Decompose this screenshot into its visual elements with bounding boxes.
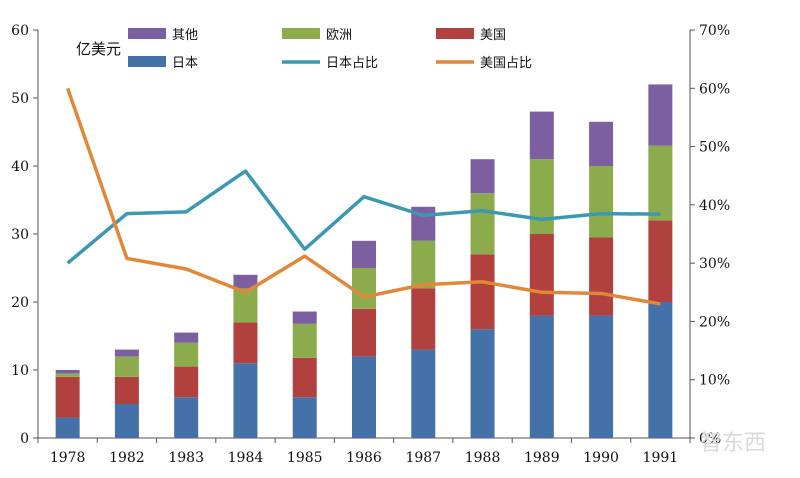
bar-segment-其他 (529, 111, 554, 160)
y2-tick-label: 40% (699, 198, 730, 214)
watermark-logo: 智东西 (700, 431, 766, 456)
legend-swatch (436, 28, 474, 39)
bar-segment-欧洲 (114, 356, 139, 377)
bar-segment-欧洲 (352, 268, 376, 309)
y-tick-label: 20 (11, 295, 29, 311)
legend-label: 美国 (480, 28, 506, 43)
legend-label: 美国占比 (480, 56, 532, 71)
y-tick-label: 10 (11, 363, 29, 379)
y2-tick-label: 10% (699, 373, 730, 389)
bar-segment-欧洲 (233, 288, 258, 323)
legend-swatch (128, 56, 166, 67)
bar-segment-欧洲 (55, 373, 80, 377)
bar-segment-日本 (292, 397, 317, 438)
bar-segment-日本 (233, 363, 258, 438)
y2-tick-label: 0% (699, 431, 721, 447)
bar-segment-其他 (292, 311, 317, 324)
y2-tick-label: 70% (699, 23, 730, 39)
legend-label: 日本占比 (326, 56, 378, 71)
x-tick-label: 1989 (524, 450, 560, 466)
x-tick-label: 1978 (50, 450, 86, 466)
bar-segment-其他 (352, 240, 376, 268)
bar-segment-其他 (174, 332, 199, 343)
y-tick-label: 50 (11, 91, 29, 107)
legend-label: 其他 (172, 28, 198, 43)
bar-segment-日本 (174, 397, 199, 438)
bar-segment-欧洲 (589, 166, 614, 238)
line-series-日本占比 (66, 169, 661, 265)
bar-segment-其他 (470, 159, 495, 194)
bar-segment-日本 (529, 315, 554, 438)
legend-swatch (282, 28, 320, 39)
y-tick-label: 60 (11, 23, 29, 39)
bar-segment-其他 (114, 349, 139, 357)
x-tick-label: 1984 (228, 450, 264, 466)
bar-segment-欧洲 (174, 342, 199, 367)
legend-swatch (128, 28, 166, 39)
bar-segment-欧洲 (648, 145, 673, 221)
bar-segment-美国 (589, 237, 614, 316)
bar-segment-美国 (292, 357, 317, 398)
y-tick-label: 0 (20, 431, 29, 447)
bar-segment-美国 (470, 254, 495, 330)
y2-tick-label: 30% (699, 256, 730, 272)
y-axis-unit-label: 亿美元 (76, 40, 121, 58)
bar-segment-日本 (411, 349, 436, 438)
bar-segment-日本 (470, 329, 495, 438)
bar-segment-欧洲 (292, 323, 317, 358)
bar-segment-美国 (648, 220, 673, 302)
y-tick-label: 40 (11, 159, 29, 175)
line-series-美国占比 (65, 87, 661, 306)
x-tick-label: 1988 (465, 450, 501, 466)
y-tick-label: 30 (11, 227, 29, 243)
bar-segment-其他 (233, 274, 258, 289)
bar-segment-其他 (648, 84, 673, 146)
bar-segment-日本 (55, 417, 80, 438)
y2-tick-label: 20% (699, 314, 730, 330)
plot-area: 0 10 20 30 40 50 60 0% 10% 20% 30% 40% 50% 60% 70% 1978… (11, 23, 730, 466)
bar-segment-美国 (411, 288, 436, 350)
bar-segment-美国 (174, 366, 199, 398)
x-tick-label: 1991 (643, 450, 679, 466)
legend-label: 日本 (172, 56, 198, 71)
bar-segment-日本 (352, 356, 376, 438)
bar-segment-其他 (589, 121, 614, 166)
bar-segment-其他 (55, 370, 80, 374)
bar-segment-美国 (352, 308, 376, 357)
x-tick-label: 1985 (287, 450, 323, 466)
x-tick-label: 1990 (583, 450, 619, 466)
x-tick-label: 1987 (405, 450, 441, 466)
bar-segment-美国 (233, 322, 258, 364)
bar-segment-日本 (648, 302, 673, 438)
bar-segment-欧洲 (529, 159, 554, 234)
x-tick-label: 1982 (109, 450, 145, 466)
y2-tick-label: 50% (699, 140, 730, 156)
bar-segment-欧洲 (411, 240, 436, 289)
bar-segment-日本 (589, 315, 614, 438)
bar-segment-美国 (114, 376, 139, 404)
y2-tick-label: 60% (699, 81, 730, 97)
legend-label: 欧洲 (326, 28, 352, 43)
bar-segment-欧洲 (470, 193, 495, 255)
x-tick-label: 1983 (168, 450, 204, 466)
x-tick-label: 1986 (346, 450, 382, 466)
bar-segment-美国 (529, 234, 554, 316)
bar-segment-日本 (114, 404, 139, 438)
bar-segment-美国 (55, 376, 80, 418)
